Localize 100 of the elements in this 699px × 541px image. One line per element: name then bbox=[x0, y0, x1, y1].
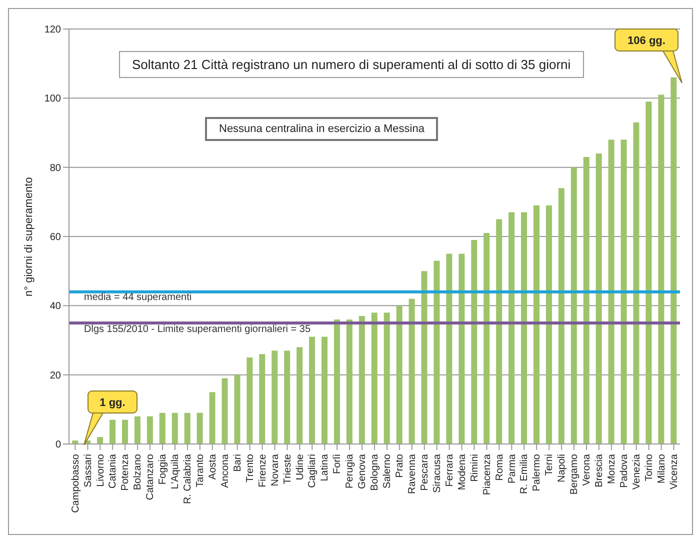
x-tick-label: Trieste bbox=[282, 454, 294, 484]
ref-line-label: Dlgs 155/2010 - Limite superamenti giornalieri = 35 bbox=[84, 324, 311, 335]
bar bbox=[322, 336, 328, 444]
bar bbox=[259, 354, 266, 444]
x-tick-label: R. Emilia bbox=[519, 454, 530, 494]
x-tick-label: L'Aquila bbox=[170, 454, 182, 490]
bar bbox=[608, 140, 614, 444]
bar bbox=[234, 374, 240, 444]
x-tick-label: Trento bbox=[244, 454, 256, 483]
x-tick-label: Latina bbox=[320, 454, 331, 482]
bar bbox=[334, 320, 340, 444]
bar bbox=[421, 271, 428, 444]
x-tick-label: Ferrara bbox=[444, 454, 456, 487]
bar bbox=[358, 316, 365, 444]
x-tick-label: Milano bbox=[656, 454, 668, 484]
bar bbox=[346, 320, 352, 444]
x-tick-label: Modena bbox=[456, 454, 468, 490]
y-tick-label: 100 bbox=[44, 94, 62, 105]
bar bbox=[146, 416, 153, 444]
bar bbox=[172, 412, 178, 444]
x-tick-label: Taranto bbox=[195, 454, 206, 488]
y-tick-label: 80 bbox=[50, 162, 62, 174]
x-tick-label: Verona bbox=[582, 454, 593, 486]
x-tick-label: Cagliari bbox=[307, 454, 318, 488]
x-tick-label: Sassari bbox=[82, 454, 94, 488]
annotation: Soltanto 21 Città registrano un numero di superamenti al di sotto di 35 giorni bbox=[119, 51, 584, 78]
bar bbox=[209, 392, 216, 444]
x-tick-label: Bergamo bbox=[569, 454, 580, 495]
x-tick-label: Aosta bbox=[208, 454, 218, 480]
x-tick-label: Novara bbox=[270, 454, 281, 486]
bar bbox=[533, 205, 540, 444]
bar bbox=[546, 205, 552, 444]
x-tick-label: Campobasso bbox=[70, 454, 82, 513]
bar bbox=[633, 122, 640, 444]
x-tick-label: Padova bbox=[618, 454, 630, 488]
bar bbox=[371, 312, 378, 444]
x-tick-label: Firenze bbox=[257, 454, 268, 488]
x-tick-label: R. Calabria bbox=[182, 454, 194, 504]
bar bbox=[396, 306, 402, 444]
bar bbox=[570, 167, 577, 444]
bar bbox=[458, 254, 465, 444]
x-tick-label: Salerno bbox=[382, 454, 394, 488]
bar bbox=[122, 420, 128, 444]
x-tick-label: Brescia bbox=[594, 454, 606, 488]
annotation: 106 gg. bbox=[628, 35, 666, 47]
x-tick-label: Siracusa bbox=[432, 454, 443, 493]
x-tick-label: Catanzaro bbox=[145, 454, 156, 500]
x-tick-label: Prato bbox=[394, 454, 406, 478]
x-tick-label: Vicenza bbox=[668, 454, 680, 490]
y-tick-label: 60 bbox=[50, 232, 62, 244]
ref-line-label: media = 44 superamenti bbox=[84, 292, 192, 303]
x-tick-label: Bolzano bbox=[132, 454, 144, 490]
bar bbox=[658, 94, 664, 444]
bar bbox=[272, 350, 278, 444]
x-tick-label: Piacenza bbox=[482, 454, 493, 496]
y-tick-label: 120 bbox=[44, 24, 62, 36]
bar bbox=[284, 350, 290, 444]
y-tick-label: 20 bbox=[50, 370, 62, 382]
bar bbox=[296, 347, 303, 444]
bar bbox=[384, 312, 390, 444]
x-tick-label: Genova bbox=[357, 454, 368, 490]
x-tick-label: Monza bbox=[606, 454, 618, 484]
bar bbox=[184, 412, 190, 444]
x-tick-label: Bologna bbox=[370, 454, 381, 491]
x-tick-label: Rimini bbox=[469, 454, 480, 482]
x-tick-label: Pescara bbox=[419, 454, 430, 491]
bar bbox=[222, 378, 228, 444]
bar bbox=[583, 156, 590, 444]
x-tick-label: Venezia bbox=[631, 454, 642, 490]
x-tick-label: Foggia bbox=[158, 454, 169, 485]
bar bbox=[446, 254, 452, 444]
x-tick-label: Bari bbox=[232, 454, 244, 472]
y-tick-label: 40 bbox=[50, 301, 62, 312]
x-tick-label: Potenza bbox=[120, 454, 132, 491]
y-tick-label: 0 bbox=[55, 440, 62, 451]
bar bbox=[110, 420, 116, 444]
bar bbox=[558, 188, 564, 444]
x-tick-label: Catania bbox=[108, 454, 119, 488]
x-tick-label: Ravenna bbox=[407, 454, 418, 494]
bar bbox=[620, 140, 627, 444]
bar bbox=[434, 260, 440, 444]
bar bbox=[159, 412, 166, 444]
x-tick-label: Palermo bbox=[532, 454, 543, 492]
bar bbox=[408, 298, 415, 444]
y-axis-title: n° giorni di superamento bbox=[22, 177, 35, 296]
bar bbox=[134, 416, 140, 444]
bar bbox=[646, 102, 652, 444]
x-tick-label: Ancona bbox=[220, 454, 231, 488]
bar bbox=[196, 412, 203, 444]
x-tick-label: Perugia bbox=[344, 454, 356, 488]
bar bbox=[97, 437, 104, 444]
annotation: 1 gg. bbox=[100, 397, 126, 409]
x-tick-label: Parma bbox=[506, 454, 518, 484]
bar bbox=[471, 240, 478, 444]
x-tick-label: Terni bbox=[544, 454, 556, 476]
bar bbox=[246, 358, 253, 444]
bar bbox=[521, 212, 528, 444]
x-tick-label: Roma bbox=[494, 454, 506, 481]
x-tick-label: Livorno bbox=[95, 454, 106, 487]
annotation: Nessuna centralina in esercizio a Messina bbox=[205, 117, 438, 141]
